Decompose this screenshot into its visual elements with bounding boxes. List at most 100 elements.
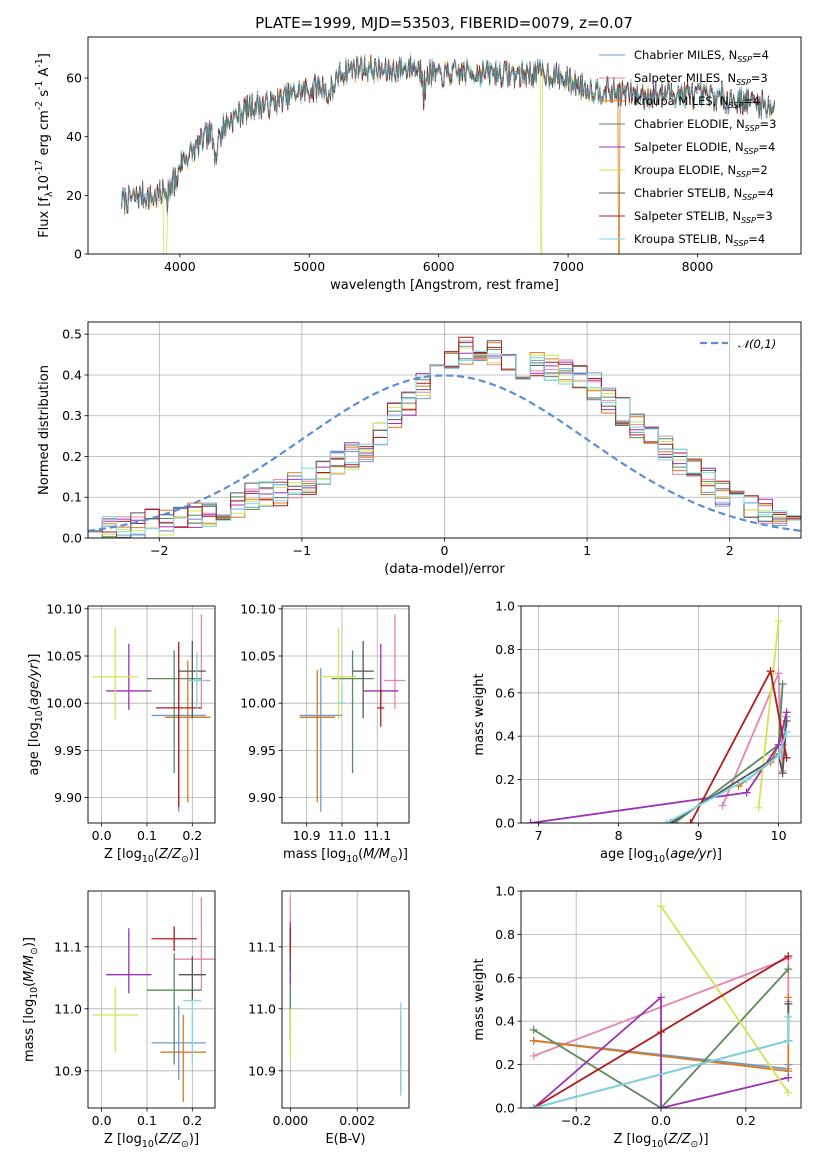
- plot-area: [88, 606, 215, 823]
- label-part: 10: [651, 1139, 663, 1150]
- mass-vs-metallicity-panel: 0.0 0.1 0.210.911.011.1Z [log10(Z/Z⊙)]mass…: [22, 890, 216, 1150]
- legend-entry: Salpeter ELODIE, NSSP=4: [634, 140, 775, 156]
- y-tick-label: 1.0: [495, 599, 515, 614]
- y-tick-label: 10.10: [240, 601, 276, 616]
- mass-weight-marker: [657, 1028, 665, 1037]
- legend-prefix: Chabrier STELIB, N: [634, 186, 742, 200]
- residual-histogram: [88, 336, 801, 533]
- x-tick-label: 8000: [682, 259, 714, 274]
- label-part: (data-model)/error: [384, 562, 505, 577]
- axes-frame: [520, 890, 802, 1109]
- label-part: 10: [142, 1139, 154, 1150]
- label-part: mass weight: [472, 673, 487, 755]
- mass-weight-marker: [662, 819, 671, 823]
- label-part: -2: [34, 101, 45, 110]
- legend-suffix: =4: [758, 140, 775, 154]
- label-part: -1: [34, 58, 45, 67]
- x-tick-label: 6000: [423, 259, 455, 274]
- legend-prefix: Kroupa MILES, N: [634, 94, 729, 108]
- y-tick-label: 9.90: [248, 790, 276, 805]
- label-part: Z/Z: [158, 1132, 182, 1147]
- label-part: 10: [29, 987, 40, 999]
- label-part: ⊙: [181, 1139, 189, 1150]
- mass-weight-marker: [529, 1036, 538, 1045]
- y-tick-label: 0.4: [495, 1014, 515, 1029]
- legend-suffix: =4: [748, 232, 765, 246]
- plot-marks: [299, 614, 406, 812]
- y-axis-label: mass weight: [472, 958, 487, 1040]
- mass-weight-marker: [782, 727, 791, 736]
- legend-entry: Salpeter STELIB, NSSP=3: [634, 209, 773, 225]
- mass-weight-marker: [784, 965, 793, 974]
- legend-prefix: Chabrier ELODIE, N: [634, 117, 745, 131]
- mass-weight-marker: [784, 952, 793, 961]
- x-axis-label: Z [log10(Z/Z⊙)]: [104, 847, 199, 865]
- label-part: mass [log: [283, 847, 346, 862]
- x-tick-label: 11.0: [328, 828, 356, 843]
- x-tick-label: 11.1: [363, 828, 391, 843]
- label-part: (: [154, 1132, 159, 1147]
- mass-weight-marker: [784, 1036, 793, 1045]
- mass-weight-marker: [778, 680, 787, 689]
- axes-frame: [87, 605, 216, 824]
- mass-weight-marker: [774, 669, 783, 678]
- label-part: Flux [f: [37, 197, 52, 238]
- x-tick-label: 10.9: [293, 828, 321, 843]
- y-tick-label: 10.00: [240, 696, 276, 711]
- axes-frame: [281, 890, 410, 1109]
- x-tick-label: 0.1: [137, 828, 157, 843]
- label-part: (: [665, 847, 670, 862]
- x-tick-label: 9: [695, 828, 703, 843]
- label-part: age/yr: [670, 847, 713, 862]
- legend-prefix: Chabrier MILES, N: [634, 48, 737, 62]
- label-part: M/M: [22, 955, 37, 982]
- x-tick-label: 0.2: [182, 1113, 202, 1128]
- label-part: Z [log: [613, 1132, 651, 1147]
- y-tick-label: 11.0: [248, 1001, 276, 1016]
- plot-marks: [526, 617, 791, 823]
- weight-vs-metallicity-panel: −0.2 0.0 0.2 0.0 0.2 0.4 0.6 0.8 1.0 Z [log10(Z/Z…: [472, 884, 802, 1150]
- label-part: mass [log: [22, 999, 37, 1062]
- label-part: 10: [653, 854, 665, 865]
- y-tick-label: 1.0: [495, 884, 515, 899]
- y-tick-label: 0.2: [62, 449, 82, 464]
- x-tick-label: 1: [583, 543, 591, 558]
- mass-weight-marker: [742, 788, 751, 797]
- label-part: )]: [22, 937, 37, 947]
- label-part: ⊙: [29, 947, 40, 955]
- mass-weight-marker: [778, 769, 787, 778]
- label-part: wavelength [Angstrom, rest frame]: [330, 278, 559, 293]
- y-tick-label: 0.5: [62, 327, 82, 342]
- x-tick-label: 0.1: [137, 1113, 157, 1128]
- legend-prefix: Salpeter MILES, N: [634, 71, 736, 85]
- y-tick-label: 40: [66, 129, 82, 144]
- legend-subscript: SSP: [736, 78, 751, 87]
- label-part: λ: [44, 191, 55, 197]
- mass-weight-line: [757, 621, 780, 808]
- axes-frame: [87, 890, 216, 1109]
- legend-entry: 𝒩(0,1): [738, 337, 776, 351]
- legend-suffix: =2: [751, 163, 768, 177]
- y-tick-label: 0.2: [495, 1057, 515, 1072]
- normal-curve: [88, 374, 801, 532]
- axes-frame: [520, 605, 802, 824]
- mass-weight-marker: [782, 753, 791, 762]
- mass-vs-extinction-panel: 0.000 0.002 10.9 11.0 11.1 E(B-V): [248, 890, 410, 1147]
- mass-weight-marker: [657, 902, 665, 911]
- legend-subscript: SSP: [737, 55, 752, 64]
- label-part: )]: [712, 847, 722, 862]
- legend-subscript: SSP: [742, 193, 757, 202]
- x-tick-label: 0.0: [651, 1113, 671, 1128]
- legend-subscript: SSP: [734, 239, 749, 248]
- label-part: 𝒩(0,1): [738, 337, 776, 351]
- label-part: ⊙: [691, 1139, 699, 1150]
- figure-title: PLATE=1999, MJD=53503, FIBERID=0079, z=0…: [255, 14, 633, 32]
- y-tick-label: 0.3: [62, 408, 82, 423]
- x-tick-label: 0.2: [736, 1113, 756, 1128]
- label-part: 10: [142, 854, 154, 865]
- x-tick-label: −1: [293, 543, 311, 558]
- mass-weight-marker: [529, 1104, 538, 1108]
- legend-suffix: =3: [760, 117, 777, 131]
- mass-weight-line: [533, 996, 789, 1108]
